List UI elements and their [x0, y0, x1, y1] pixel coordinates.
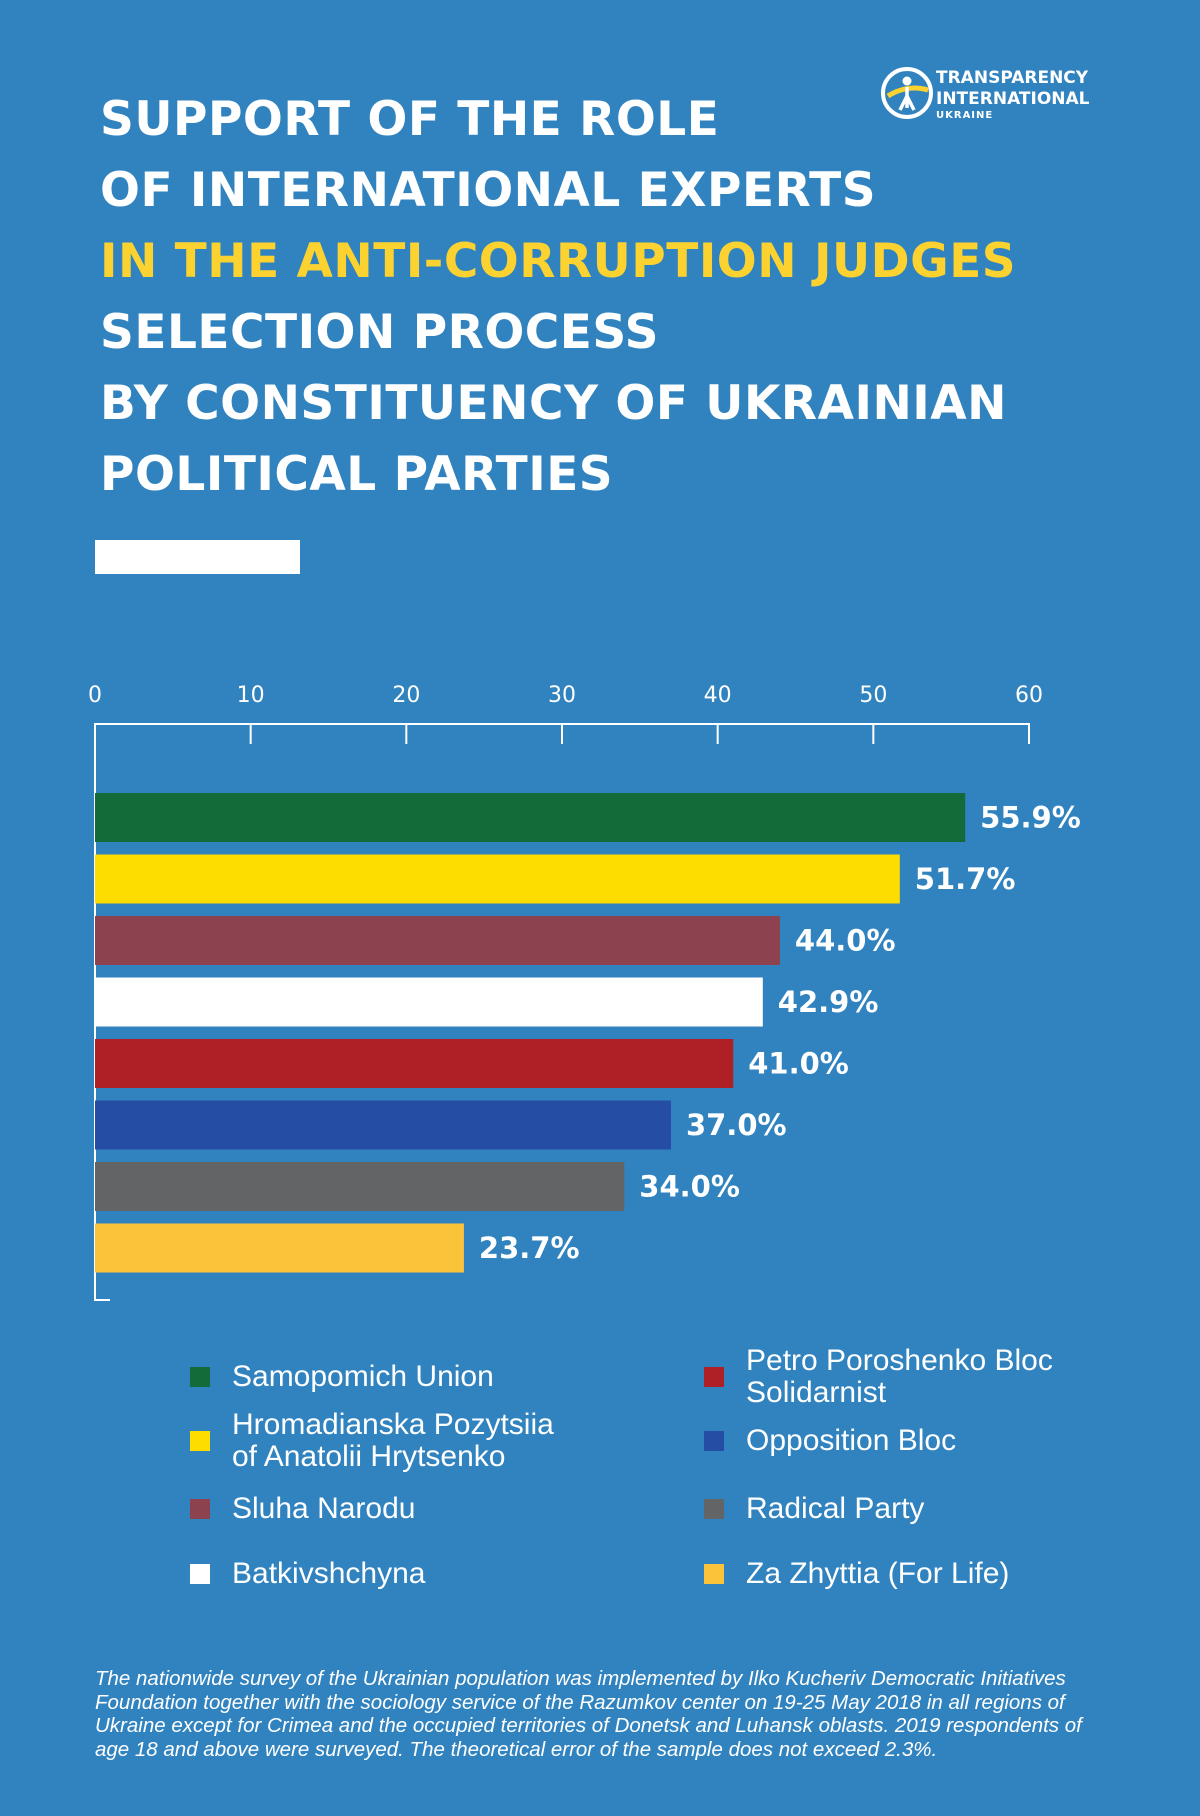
bar-value-label: 41.0% [748, 1047, 849, 1081]
logo-line-3: UKRAINE [936, 110, 994, 121]
legend-swatch [190, 1367, 210, 1387]
legend-label: Batkivshchyna [232, 1557, 426, 1590]
legend-item: Samopomich Union [190, 1361, 494, 1393]
legend-swatch [190, 1431, 210, 1451]
bar-value-label: 44.0% [795, 924, 896, 958]
bar-value-label: 51.7% [915, 862, 1016, 896]
bar [95, 916, 780, 965]
title-line-2: OF INTERNATIONAL EXPERTS [100, 163, 877, 218]
title-accent-bar [95, 540, 300, 574]
logo-mark-icon [881, 67, 933, 119]
legend-item: Sluha Narodu [190, 1493, 415, 1525]
bar [95, 854, 900, 904]
bar-value-label: 34.0% [639, 1170, 740, 1204]
bar-chart: 0 10 20 30 40 50 60 55.9% 51.7% 44.0% 42.9% 41.0% 37… [88, 683, 1081, 1301]
x-tick-label: 50 [859, 683, 887, 708]
bar [95, 1039, 734, 1088]
title-line-3-highlight: IN THE ANTI-CORRUPTION JUDGES [100, 234, 1017, 289]
bar [95, 1100, 671, 1150]
legend-item: Batkivshchyna [190, 1558, 425, 1590]
x-tick-label: 40 [704, 683, 732, 708]
legend-label: Samopomich Union [232, 1360, 494, 1393]
title-line-1: SUPPORT OF THE ROLE [100, 92, 720, 147]
bar [95, 793, 966, 842]
x-tick-label: 30 [548, 683, 576, 708]
legend-label: Hromadianska Pozytsiia of Anatolii Hryts… [232, 1408, 554, 1473]
legend-swatch [704, 1367, 724, 1387]
legend-label: Radical Party [746, 1492, 925, 1525]
bar [95, 1162, 625, 1211]
x-tick-label: 20 [392, 683, 420, 708]
bar [95, 1223, 464, 1273]
transparency-international-logo: TRANSPARENCY INTERNATIONAL UKRAINE [880, 66, 1120, 126]
legend-item: Petro Poroshenko Bloc Solidarnist [704, 1345, 1053, 1409]
bar-value-label: 55.9% [980, 801, 1081, 835]
title-line-6: POLITICAL PARTIES [100, 447, 614, 502]
x-tick-label: 0 [88, 683, 102, 708]
legend-item: Za Zhyttia (For Life) [704, 1558, 1009, 1590]
legend-swatch [190, 1499, 210, 1519]
logo-line-1: TRANSPARENCY [936, 68, 1089, 88]
bar [95, 977, 763, 1027]
x-tick-label: 10 [237, 683, 265, 708]
legend-item: Opposition Bloc [704, 1425, 956, 1457]
legend-swatch [704, 1564, 724, 1584]
legend-item: Hromadianska Pozytsiia of Anatolii Hryts… [190, 1409, 554, 1473]
survey-footnote: The nationwide survey of the Ukrainian p… [95, 1667, 1082, 1761]
legend-label: Opposition Bloc [746, 1424, 957, 1457]
legend-swatch [704, 1499, 724, 1519]
legend-label: Petro Poroshenko Bloc Solidarnist [746, 1344, 1053, 1409]
x-tick-label: 60 [1015, 683, 1043, 708]
bar-value-label: 42.9% [778, 985, 879, 1019]
legend-label: Za Zhyttia (For Life) [746, 1557, 1010, 1590]
title-line-5: BY CONSTITUENCY OF UKRAINIAN [100, 376, 1007, 431]
legend-swatch [704, 1431, 724, 1451]
legend-label: Sluha Narodu [232, 1492, 416, 1525]
logo-line-2: INTERNATIONAL [936, 89, 1090, 109]
bar-value-label: 23.7% [479, 1231, 580, 1265]
legend-item: Radical Party [704, 1493, 924, 1525]
chart-title: SUPPORT OF THE ROLE OF INTERNATIONAL EXP… [100, 84, 1016, 510]
title-line-4: SELECTION PROCESS [100, 305, 659, 360]
legend-swatch [190, 1564, 210, 1584]
bar-value-label: 37.0% [686, 1108, 787, 1142]
